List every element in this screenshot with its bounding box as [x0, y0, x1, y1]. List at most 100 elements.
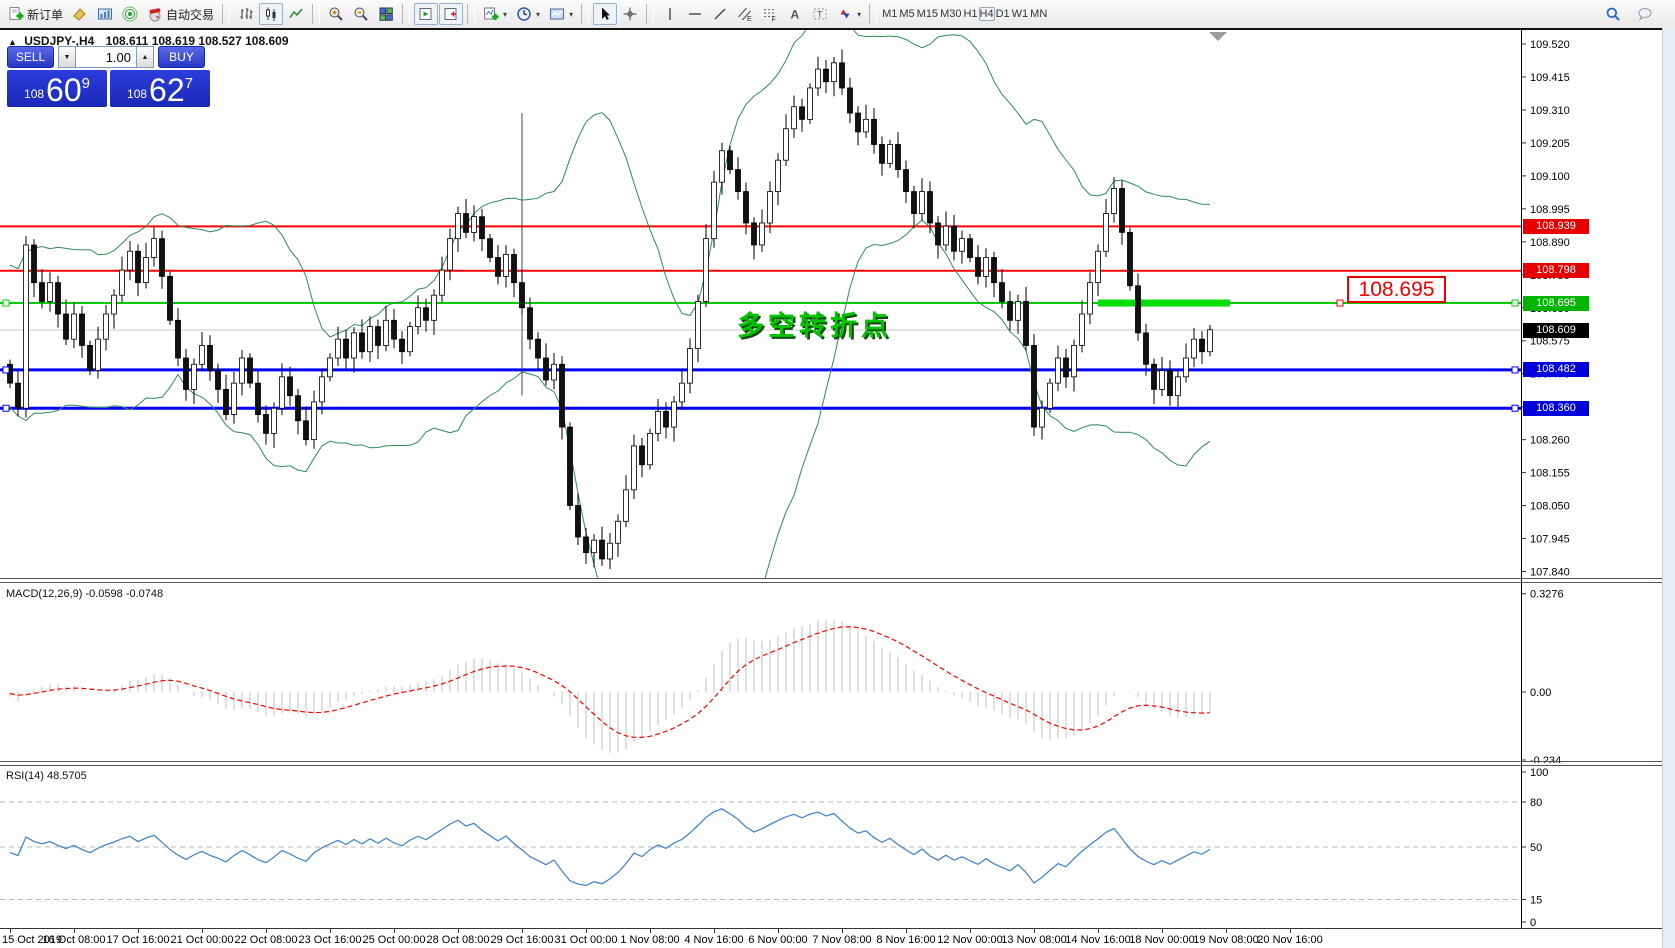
- time-axis-line: [0, 928, 1662, 929]
- time-axis-label: 7 Nov 08:00: [812, 934, 872, 946]
- sell-price-whole: 108: [24, 87, 45, 101]
- toolbar-separator: [646, 4, 655, 24]
- toolbar-separator: [581, 4, 590, 24]
- timeframe-button-m1[interactable]: M1: [882, 8, 898, 20]
- indicators-dropdown-caret: ▾: [503, 9, 508, 19]
- eraser-button[interactable]: [68, 3, 92, 25]
- signals-button[interactable]: [118, 3, 142, 25]
- collapse-triangle-icon[interactable]: ▲: [8, 37, 17, 47]
- periods-dropdown-caret: ▾: [536, 9, 541, 19]
- sell-price-display[interactable]: 108 60 9: [7, 70, 107, 107]
- svg-text:107.840: 107.840: [1530, 567, 1570, 578]
- macd-panel[interactable]: 0.3276 0.00 -0.234: [0, 585, 1675, 763]
- timeframe-button-h1[interactable]: H1: [963, 8, 978, 20]
- panel-separator[interactable]: [0, 765, 1662, 766]
- price-axis-badge: 108.609: [1523, 322, 1589, 338]
- trendline-tool-icon: [712, 6, 728, 22]
- time-tick: [906, 929, 907, 933]
- time-tick: [1098, 929, 1099, 933]
- auto-scroll-button[interactable]: [414, 3, 439, 25]
- chart-shift-marker[interactable]: [1209, 32, 1227, 41]
- time-tick: [1034, 929, 1035, 933]
- volume-decrease-button[interactable]: ▼: [58, 46, 76, 68]
- buy-price-display[interactable]: 108 62 7: [110, 70, 210, 107]
- time-tick: [714, 929, 715, 933]
- templates-button[interactable]: ▾: [545, 3, 577, 25]
- timeframe-button-h4[interactable]: H4: [978, 7, 995, 21]
- volume-input[interactable]: 1.00: [76, 46, 136, 68]
- svg-text:109.205: 109.205: [1530, 138, 1570, 150]
- buy-price-whole: 108: [127, 87, 148, 101]
- channel-tool-icon: E: [737, 6, 753, 23]
- line-chart-button[interactable]: [284, 3, 308, 25]
- price-annotation-box[interactable]: 108.695: [1347, 276, 1446, 303]
- cursor-button[interactable]: [593, 3, 618, 25]
- vertical-scrollbar[interactable]: [1662, 28, 1675, 948]
- rsi-panel[interactable]: 100 80 50 15 0: [0, 766, 1675, 928]
- main-price-chart[interactable]: 109.520 109.415 109.310 109.205 109.100 108.9…: [0, 30, 1675, 578]
- chart-window-border: [0, 28, 1675, 30]
- svg-text:108.890: 108.890: [1530, 237, 1570, 249]
- fibonacci-tool-button[interactable]: F: [758, 3, 782, 25]
- trendline-tool-button[interactable]: [708, 3, 732, 25]
- price-axis-badge: 108.482: [1523, 362, 1589, 378]
- svg-text:50: 50: [1530, 842, 1542, 854]
- chinese-note-annotation[interactable]: 多空转折点: [737, 311, 892, 341]
- time-axis-label: 15 Oct 2019: [2, 934, 62, 946]
- text-label-tool-button[interactable]: T: [808, 3, 832, 25]
- timeframe-button-w1[interactable]: W1: [1011, 8, 1029, 20]
- sell-button[interactable]: SELL: [7, 46, 54, 68]
- eraser-icon: [72, 6, 88, 22]
- time-tick: [1290, 929, 1291, 933]
- periods-button[interactable]: ▾: [512, 3, 544, 25]
- zoom-out-button[interactable]: [349, 3, 373, 25]
- search-button[interactable]: [1601, 3, 1625, 25]
- timeframe-button-m30[interactable]: M30: [940, 8, 962, 20]
- time-axis[interactable]: 15 Oct 2019 16 Oct 08:00 17 Oct 16:00 21 Oc…: [0, 929, 1662, 948]
- horizontal-line-tool-button[interactable]: [683, 3, 707, 25]
- chat-button[interactable]: [1633, 3, 1657, 25]
- buy-button[interactable]: BUY: [158, 46, 205, 68]
- chart-window-button[interactable]: [93, 3, 117, 25]
- rsi-label: RSI(14) 48.5705: [6, 770, 87, 782]
- autotrade-button[interactable]: 自动交易: [143, 3, 218, 25]
- vertical-line-tool-button[interactable]: [658, 3, 682, 25]
- time-tick: [138, 929, 139, 933]
- arrows-tool-icon: [837, 6, 853, 22]
- ohlc-values: 108.611 108.619 108.527 108.609: [105, 34, 289, 48]
- tile-windows-button[interactable]: [374, 3, 398, 25]
- candle-chart-button[interactable]: [259, 3, 284, 25]
- crosshair-button[interactable]: [618, 3, 642, 25]
- chart-shift-button[interactable]: [439, 3, 464, 25]
- svg-text:T: T: [817, 10, 823, 20]
- panel-separator[interactable]: [0, 578, 1662, 579]
- price-axis-line: [1521, 30, 1522, 928]
- channel-tool-button[interactable]: E: [733, 3, 757, 25]
- time-tick: [1226, 929, 1227, 933]
- time-tick: [74, 929, 75, 933]
- arrows-tool-button[interactable]: ▾: [833, 3, 865, 25]
- bar-chart-button[interactable]: [234, 3, 258, 25]
- volume-increase-button[interactable]: ▲: [136, 46, 154, 68]
- auto-scroll-icon: [418, 6, 434, 22]
- panel-separator[interactable]: [0, 582, 1662, 583]
- time-tick: [970, 929, 971, 933]
- time-tick: [458, 929, 459, 933]
- timeframe-button-m5[interactable]: M5: [899, 8, 915, 20]
- indicators-button[interactable]: ▾: [479, 3, 511, 25]
- text-tool-button[interactable]: A: [783, 3, 807, 25]
- chart-title: ▲ USDJPY-,H4 108.611 108.619 108.527 108…: [8, 34, 289, 48]
- periods-icon: [516, 6, 532, 22]
- svg-text:100: 100: [1530, 767, 1548, 779]
- panel-separator[interactable]: [0, 761, 1662, 762]
- timeframe-button-d1[interactable]: D1: [995, 8, 1010, 20]
- zoom-in-button[interactable]: [324, 3, 348, 25]
- new-order-button[interactable]: 新订单: [4, 3, 67, 25]
- timeframe-button-mn[interactable]: MN: [1030, 8, 1048, 20]
- timeframe-button-m15[interactable]: M15: [916, 8, 939, 20]
- time-axis-label: 25 Oct 00:00: [362, 934, 426, 946]
- candle-chart-icon: [263, 6, 279, 22]
- time-tick: [586, 929, 587, 933]
- svg-text:108.050: 108.050: [1530, 501, 1570, 513]
- time-tick: [778, 929, 779, 933]
